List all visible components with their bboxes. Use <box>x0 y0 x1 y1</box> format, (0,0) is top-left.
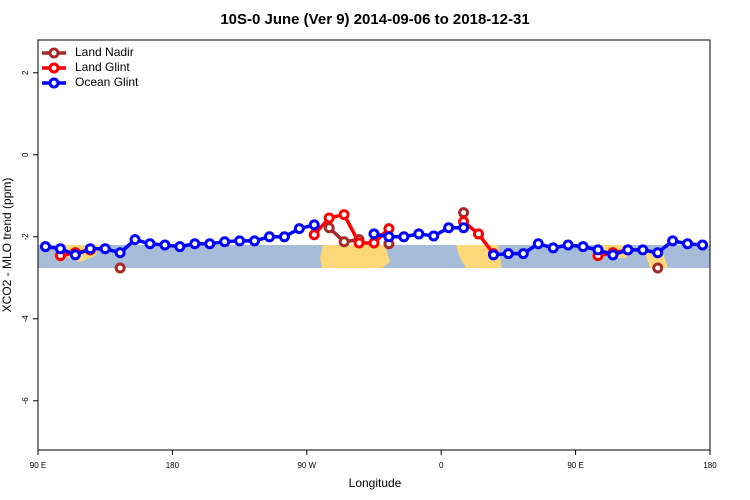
point <box>502 248 514 260</box>
point <box>204 238 216 250</box>
point <box>398 231 410 243</box>
x-tick-label: 0 <box>439 461 444 470</box>
y-tick-label: -4 <box>21 315 30 323</box>
point <box>697 239 709 251</box>
y-axis-label: XCO2 - MLO trend (ppm) <box>0 178 14 313</box>
point <box>159 239 171 251</box>
point <box>413 228 425 240</box>
point <box>338 236 350 248</box>
point <box>652 262 664 274</box>
legend-marker <box>48 77 60 89</box>
point <box>368 237 380 249</box>
plot-frame <box>37 39 711 451</box>
point <box>577 241 589 253</box>
point <box>323 222 335 234</box>
point <box>622 244 634 256</box>
point <box>114 247 126 259</box>
point <box>338 209 350 221</box>
point <box>54 243 66 255</box>
y-tick-label: 0 <box>21 152 30 157</box>
point <box>607 249 619 261</box>
y-tick-label: 2 <box>21 70 30 75</box>
point <box>69 249 81 261</box>
point <box>532 238 544 250</box>
x-tick-label: 90 E <box>30 461 46 470</box>
legend-marker <box>48 62 60 74</box>
point <box>517 248 529 260</box>
point <box>308 219 320 231</box>
point <box>174 241 186 253</box>
x-tick-label: 180 <box>703 461 717 470</box>
legend-label: Land Nadir <box>75 45 134 59</box>
point <box>323 212 335 224</box>
point <box>39 241 51 253</box>
point <box>219 236 231 248</box>
point <box>667 235 679 247</box>
point <box>293 223 305 235</box>
chart-title: 10S-0 June (Ver 9) 2014-09-06 to 2018-12… <box>220 11 529 28</box>
point <box>547 242 559 254</box>
point <box>428 230 440 242</box>
point <box>652 247 664 259</box>
point <box>129 234 141 246</box>
point <box>84 243 96 255</box>
point <box>637 244 649 256</box>
point <box>144 238 156 250</box>
point <box>458 207 470 219</box>
point <box>114 262 126 274</box>
point <box>443 222 455 234</box>
point <box>234 235 246 247</box>
point <box>473 228 485 240</box>
y-tick-label: -6 <box>21 397 30 405</box>
point <box>278 231 290 243</box>
point <box>249 235 261 247</box>
point <box>189 238 201 250</box>
y-tick-label: -2 <box>21 233 30 241</box>
point <box>99 243 111 255</box>
x-tick-label: 90 E <box>567 461 583 470</box>
point <box>592 244 604 256</box>
legend-marker <box>48 47 60 59</box>
point <box>487 249 499 261</box>
point <box>458 222 470 234</box>
point <box>562 239 574 251</box>
land <box>320 245 390 268</box>
legend-label: Land Glint <box>75 60 130 74</box>
x-tick-label: 180 <box>166 461 180 470</box>
x-axis-label: Longitude <box>349 476 402 490</box>
point <box>353 237 365 249</box>
point <box>682 238 694 250</box>
point <box>308 229 320 241</box>
point <box>368 228 380 240</box>
x-tick-label: 90 W <box>297 461 316 470</box>
map-band <box>38 245 710 268</box>
legend-label: Ocean Glint <box>75 75 139 89</box>
point <box>263 231 275 243</box>
point <box>383 231 395 243</box>
